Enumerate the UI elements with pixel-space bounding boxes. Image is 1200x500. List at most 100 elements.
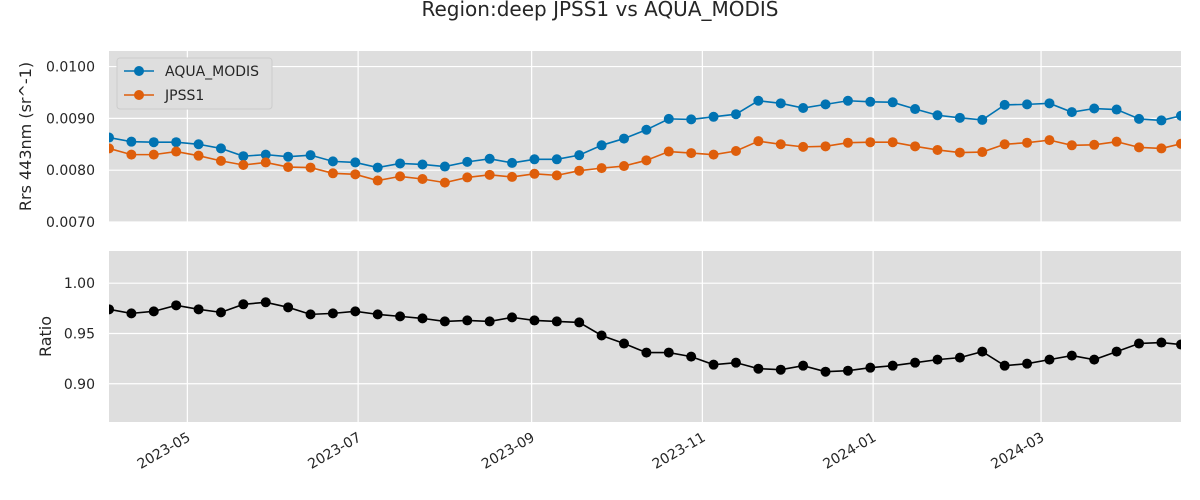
data-point	[1066, 350, 1077, 361]
data-point	[932, 354, 943, 365]
data-point	[730, 146, 741, 157]
legend-swatch-marker	[134, 66, 144, 76]
data-point	[305, 150, 316, 161]
x-tick-label: 2024-01	[820, 430, 879, 473]
data-point	[1176, 339, 1181, 350]
data-point	[1044, 98, 1055, 109]
data-point	[708, 359, 719, 370]
data-point	[1089, 354, 1100, 365]
data-point	[820, 99, 831, 110]
data-point	[798, 141, 809, 152]
x-tick-label: 2023-07	[305, 430, 364, 473]
data-point	[238, 160, 249, 170]
data-point	[865, 137, 876, 148]
data-point	[171, 146, 182, 157]
data-point	[372, 175, 383, 186]
legend-label: AQUA_MODIS	[165, 64, 259, 80]
data-point	[462, 172, 473, 183]
data-point	[663, 113, 674, 124]
data-point	[551, 154, 562, 165]
y-tick-label: 0.0070	[46, 215, 95, 231]
data-point	[954, 112, 965, 123]
data-point	[109, 304, 114, 315]
data-point	[730, 109, 741, 120]
data-point	[708, 149, 719, 160]
data-point	[126, 136, 137, 147]
data-point	[1066, 107, 1077, 118]
data-point	[954, 352, 965, 363]
data-point	[395, 171, 406, 182]
data-point	[193, 139, 204, 150]
data-point	[260, 297, 271, 308]
data-point	[910, 104, 921, 115]
data-point	[109, 143, 114, 154]
data-point	[283, 162, 294, 173]
data-point	[865, 96, 876, 107]
data-point	[842, 137, 853, 148]
data-point	[171, 137, 182, 148]
data-point	[1044, 354, 1055, 365]
data-point	[171, 300, 182, 311]
data-point	[1134, 142, 1145, 153]
data-point	[462, 156, 473, 167]
data-point	[977, 114, 988, 125]
data-point	[148, 306, 159, 317]
data-point	[910, 141, 921, 152]
data-point	[753, 136, 764, 147]
data-point	[260, 149, 271, 160]
data-point	[439, 316, 450, 327]
data-point	[1156, 143, 1167, 154]
data-point	[775, 98, 786, 109]
x-tick-label: 2023-11	[650, 430, 709, 473]
data-point	[686, 114, 697, 125]
data-point	[775, 364, 786, 375]
data-point	[126, 149, 137, 160]
data-point	[238, 151, 249, 162]
y-axis-label: Ratio	[36, 316, 55, 357]
data-point	[753, 95, 764, 106]
data-point	[999, 139, 1010, 150]
data-point	[305, 162, 316, 173]
y-tick-label: 0.0090	[46, 111, 95, 127]
data-point	[215, 155, 226, 166]
data-point	[842, 95, 853, 106]
data-point	[932, 110, 943, 121]
legend-box	[116, 57, 273, 110]
data-point	[395, 158, 406, 169]
legend-label: JPSS1	[164, 88, 204, 104]
data-point	[462, 315, 473, 326]
data-point	[596, 330, 607, 341]
data-point	[439, 161, 450, 172]
data-point	[372, 309, 383, 320]
data-point	[507, 157, 518, 168]
data-point	[327, 168, 338, 179]
y-tick-label: 1.00	[64, 276, 95, 292]
data-point	[395, 311, 406, 322]
data-point	[1156, 337, 1167, 348]
data-point	[327, 156, 338, 167]
data-point	[529, 315, 540, 326]
data-point	[551, 170, 562, 181]
data-point	[283, 151, 294, 162]
data-point	[1022, 99, 1033, 110]
data-point	[1134, 113, 1145, 124]
data-point	[641, 347, 652, 358]
data-point	[999, 360, 1010, 371]
data-point	[932, 144, 943, 155]
data-point	[954, 147, 965, 158]
data-point	[417, 173, 428, 184]
data-point	[109, 132, 114, 143]
rrs-panel: 0.0070 0.0080 0.0090 0.0100 Rrs 443nm (sr^-1…	[16, 51, 1181, 231]
legend: AQUA_MODIS JPSS1	[116, 57, 273, 110]
x-tick-label: 2023-09	[479, 430, 538, 473]
ratio-panel: 0.90 0.95 1.00 Ratio	[36, 251, 1181, 422]
data-point	[529, 154, 540, 165]
data-point	[663, 146, 674, 157]
data-point	[1176, 138, 1181, 149]
x-axis-labels: 2023-05 2023-07 2023-09 2023-11 2024-01 2024-…	[135, 430, 1047, 473]
series-group	[109, 95, 1181, 173]
data-point	[305, 309, 316, 320]
data-point	[1111, 104, 1122, 115]
data-point	[641, 155, 652, 166]
data-point	[529, 168, 540, 179]
